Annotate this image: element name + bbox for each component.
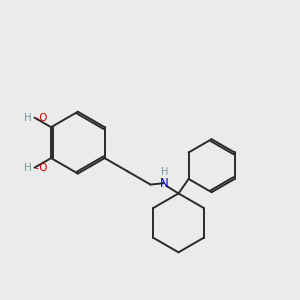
Text: -O: -O [32, 163, 48, 173]
Text: H: H [24, 112, 32, 123]
Text: H: H [161, 167, 168, 177]
Text: H: H [24, 163, 32, 173]
Text: N: N [160, 177, 169, 190]
Text: -O: -O [32, 112, 48, 123]
